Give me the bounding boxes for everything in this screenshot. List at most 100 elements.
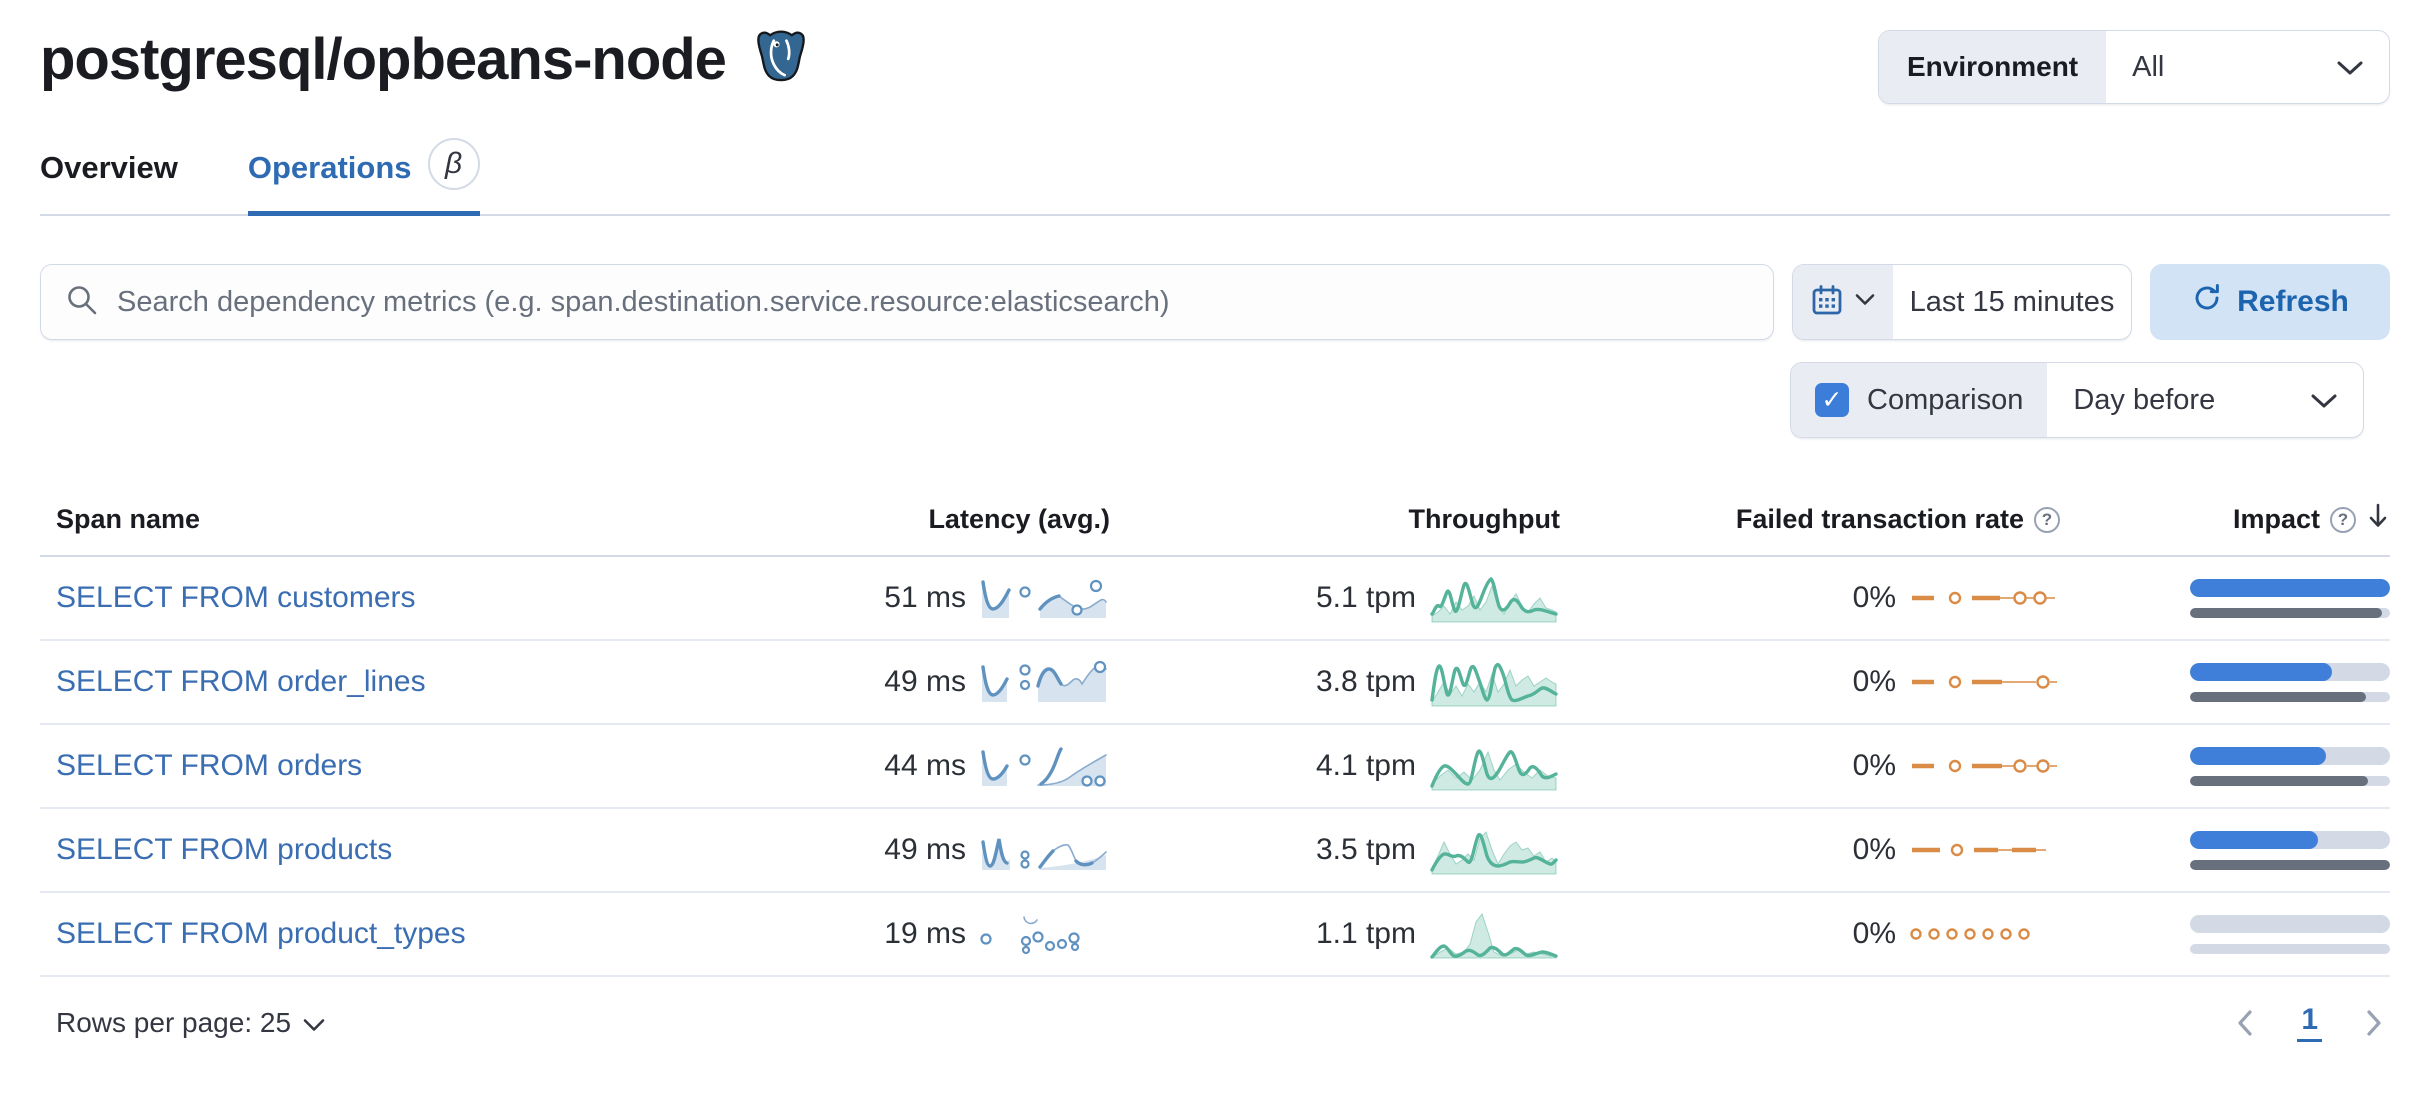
impact-bar-previous (2190, 775, 2390, 786)
toolbar: Last 15 minutes Refresh (40, 264, 2390, 340)
chevron-left-icon[interactable] (2237, 1009, 2253, 1036)
comparison-toggle[interactable]: ✓ Comparison (1791, 363, 2048, 437)
impact-bar-current (2190, 662, 2390, 681)
throughput-cell: 4.1 tpm (1110, 738, 1560, 794)
latency-cell: 51 ms (690, 574, 1110, 622)
page-number-button[interactable]: 1 (2297, 1003, 2322, 1042)
throughput-cell: 1.1 tpm (1110, 906, 1560, 962)
chevron-down-icon (2311, 384, 2337, 417)
impact-bar-previous (2190, 859, 2390, 870)
comparison-select[interactable]: Day before (2047, 363, 2363, 437)
impact-cell (2060, 914, 2390, 954)
latency-cell: 49 ms (690, 658, 1110, 706)
impact-cell (2060, 578, 2390, 618)
impact-cell (2060, 830, 2390, 870)
impact-bar-previous (2190, 691, 2390, 702)
latency-sparkline (981, 838, 1107, 870)
throughput-sparkline (1430, 831, 1558, 875)
help-icon[interactable]: ? (2034, 506, 2060, 533)
failed-rate-cell: 0% (1560, 917, 2060, 951)
search-input[interactable] (117, 285, 1749, 319)
latency-sparkline (980, 916, 1080, 955)
throughput-sparkline (1430, 749, 1558, 791)
rows-per-page-button[interactable]: Rows per page: 25 (40, 1007, 325, 1039)
failed-rate-cell: 0% (1560, 581, 2060, 615)
impact-bar-current (2190, 914, 2390, 933)
span-name-link[interactable]: SELECT FROM order_lines (56, 665, 426, 698)
sort-desc-arrow-icon (2366, 502, 2390, 537)
span-name-link[interactable]: SELECT FROM products (56, 833, 393, 866)
chevron-right-icon[interactable] (2366, 1009, 2382, 1036)
latency-cell: 19 ms (690, 910, 1110, 958)
latency-sparkline (981, 579, 1107, 618)
col-header-failed-rate[interactable]: Failed transaction rate ? (1560, 504, 2060, 535)
impact-cell (2060, 662, 2390, 702)
span-name-link[interactable]: SELECT FROM product_types (56, 917, 466, 950)
table-row: SELECT FROM customers 51 ms 5.1 tpm 0% (40, 557, 2390, 641)
table-row: SELECT FROM orders 44 ms 4.1 tpm 0% (40, 725, 2390, 809)
search-box[interactable] (40, 264, 1774, 340)
col-header-impact[interactable]: Impact ? (2060, 502, 2390, 537)
comparison-row: ✓ Comparison Day before (40, 362, 2390, 438)
col-header-latency[interactable]: Latency (avg.) (928, 504, 1110, 534)
failed-rate-cell: 0% (1560, 833, 2060, 867)
tabs-bar: Overview Operations β (40, 138, 2390, 216)
throughput-cell: 3.8 tpm (1110, 654, 1560, 710)
pagination: 1 (2237, 1003, 2390, 1042)
refresh-button[interactable]: Refresh (2150, 264, 2390, 340)
tab-operations[interactable]: Operations β (247, 138, 480, 216)
latency-sparkline (981, 660, 1107, 702)
refresh-icon (2191, 282, 2223, 322)
impact-cell (2060, 746, 2390, 786)
throughput-cell: 5.1 tpm (1110, 570, 1560, 626)
tab-overview[interactable]: Overview (40, 150, 178, 185)
latency-sparkline (981, 747, 1107, 787)
environment-label: Environment (1879, 31, 2107, 103)
chevron-down-icon (303, 1007, 325, 1039)
failed-rate-cell: 0% (1560, 749, 2060, 783)
calendar-icon (1811, 284, 1843, 321)
throughput-cell: 3.5 tpm (1110, 822, 1560, 878)
failed-rate-cell: 0% (1560, 665, 2060, 699)
comparison-label: Comparison (1867, 383, 2024, 416)
postgresql-elephant-icon (752, 28, 810, 91)
failed-rate-sparkline (1912, 675, 2057, 689)
time-range-quick-select[interactable] (1793, 265, 1893, 339)
failed-rate-sparkline (1912, 843, 2046, 857)
time-range-picker[interactable]: Last 15 minutes (1792, 264, 2132, 340)
latency-cell: 44 ms (690, 742, 1110, 790)
latency-cell: 49 ms (690, 826, 1110, 874)
environment-select[interactable]: Environment All (1878, 30, 2390, 104)
table-header-row: Span name Latency (avg.) Throughput Fail… (40, 502, 2390, 557)
comparison-checkbox[interactable]: ✓ (1815, 383, 1849, 417)
span-name-link[interactable]: SELECT FROM customers (56, 581, 416, 614)
table-row: SELECT FROM order_lines 49 ms 3.8 tpm 0% (40, 641, 2390, 725)
page-header: postgresql/opbeans-node Environment All (40, 0, 2390, 104)
failed-rate-sparkline (1912, 759, 2057, 773)
table-row: SELECT FROM products 49 ms 3.5 tpm 0% (40, 809, 2390, 893)
failed-rate-sparkline (1912, 591, 2055, 605)
throughput-sparkline (1430, 912, 1558, 959)
search-icon (65, 283, 99, 322)
chevron-down-icon (1855, 293, 1875, 311)
throughput-sparkline (1430, 576, 1558, 623)
page-title: postgresql/opbeans-node (40, 27, 727, 92)
beta-badge: β (427, 138, 480, 190)
impact-bar-current (2190, 578, 2390, 597)
throughput-sparkline (1430, 663, 1558, 707)
chevron-down-icon (2337, 51, 2363, 84)
col-header-span-name: Span name (56, 504, 201, 534)
col-header-throughput[interactable]: Throughput (1408, 504, 1560, 534)
span-name-link[interactable]: SELECT FROM orders (56, 749, 363, 782)
time-range-value[interactable]: Last 15 minutes (1909, 285, 2115, 318)
environment-value[interactable]: All (2106, 31, 2389, 103)
help-icon[interactable]: ? (2330, 506, 2356, 533)
impact-bar-previous (2190, 607, 2390, 618)
impact-bar-current (2190, 830, 2390, 849)
operations-table: Span name Latency (avg.) Throughput Fail… (40, 502, 2390, 977)
impact-bar-previous (2190, 943, 2390, 954)
title-wrap: postgresql/opbeans-node (40, 26, 810, 93)
table-footer: Rows per page: 25 1 (40, 1003, 2390, 1042)
failed-rate-sparkline (1910, 928, 2030, 940)
